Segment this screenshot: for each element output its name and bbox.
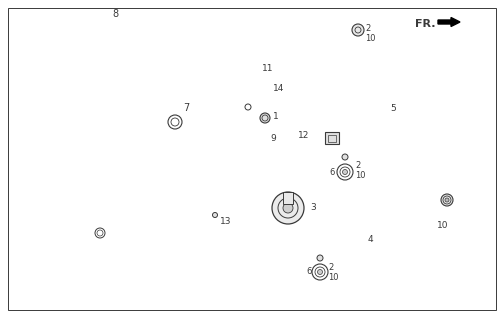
Circle shape <box>272 192 304 224</box>
Text: 10: 10 <box>355 171 365 180</box>
Circle shape <box>283 203 293 213</box>
Text: 8: 8 <box>112 9 118 19</box>
Circle shape <box>352 24 364 36</box>
Text: 11: 11 <box>262 63 274 73</box>
Text: 13: 13 <box>220 218 231 227</box>
Circle shape <box>260 113 270 123</box>
Text: 1: 1 <box>273 111 279 121</box>
Text: 12: 12 <box>298 131 309 140</box>
Circle shape <box>445 198 449 202</box>
Circle shape <box>317 255 323 261</box>
Circle shape <box>342 154 348 160</box>
Circle shape <box>337 164 353 180</box>
Text: 2: 2 <box>328 263 333 273</box>
Text: FR.: FR. <box>415 19 435 29</box>
Text: 7: 7 <box>183 103 189 113</box>
Bar <box>325 132 339 144</box>
Circle shape <box>245 104 251 110</box>
Text: 10: 10 <box>437 220 449 229</box>
Text: 3: 3 <box>310 203 316 212</box>
Text: 2: 2 <box>355 161 360 170</box>
Text: 2: 2 <box>365 23 370 33</box>
Text: 4: 4 <box>368 236 373 244</box>
Text: 10: 10 <box>328 274 339 283</box>
Circle shape <box>318 269 323 275</box>
Circle shape <box>441 194 453 206</box>
Circle shape <box>343 170 347 174</box>
Text: 6: 6 <box>306 268 312 276</box>
Bar <box>283 192 293 204</box>
Circle shape <box>213 212 218 218</box>
Text: 6: 6 <box>330 167 335 177</box>
Circle shape <box>168 115 182 129</box>
Text: 14: 14 <box>273 84 284 92</box>
Text: 9: 9 <box>270 133 276 142</box>
FancyArrow shape <box>438 18 460 27</box>
Circle shape <box>312 264 328 280</box>
Text: 5: 5 <box>390 103 396 113</box>
Bar <box>328 135 336 142</box>
Text: 10: 10 <box>365 34 375 43</box>
